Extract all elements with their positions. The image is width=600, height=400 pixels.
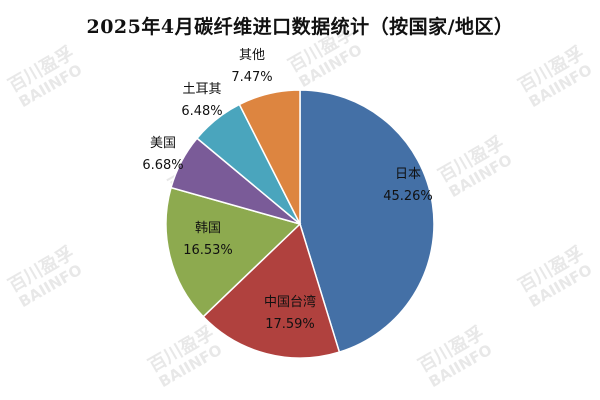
slice-category-label: 韩国 [195,221,221,236]
chart-title: 2025年4月碳纤维进口数据统计（按国家/地区） [86,16,514,38]
slice-value-label: 6.68% [142,158,183,173]
slice-category-label: 日本 [395,167,421,182]
slice-value-label: 7.47% [231,70,272,85]
slice-value-label: 6.48% [181,104,222,119]
slice-value-label: 45.26% [383,189,433,204]
slice-value-label: 17.59% [265,317,315,332]
slice-category-label: 土耳其 [182,82,221,97]
pie-slice-2 [165,186,302,318]
pie-slice-0 [299,89,435,354]
pie-slice-1 [202,222,341,359]
pie-slice-5 [238,89,301,225]
slice-category-label: 美国 [150,136,176,151]
slice-value-label: 16.53% [183,243,233,258]
slice-category-label: 中国台湾 [264,294,316,310]
slice-category-label: 其他 [239,48,265,63]
